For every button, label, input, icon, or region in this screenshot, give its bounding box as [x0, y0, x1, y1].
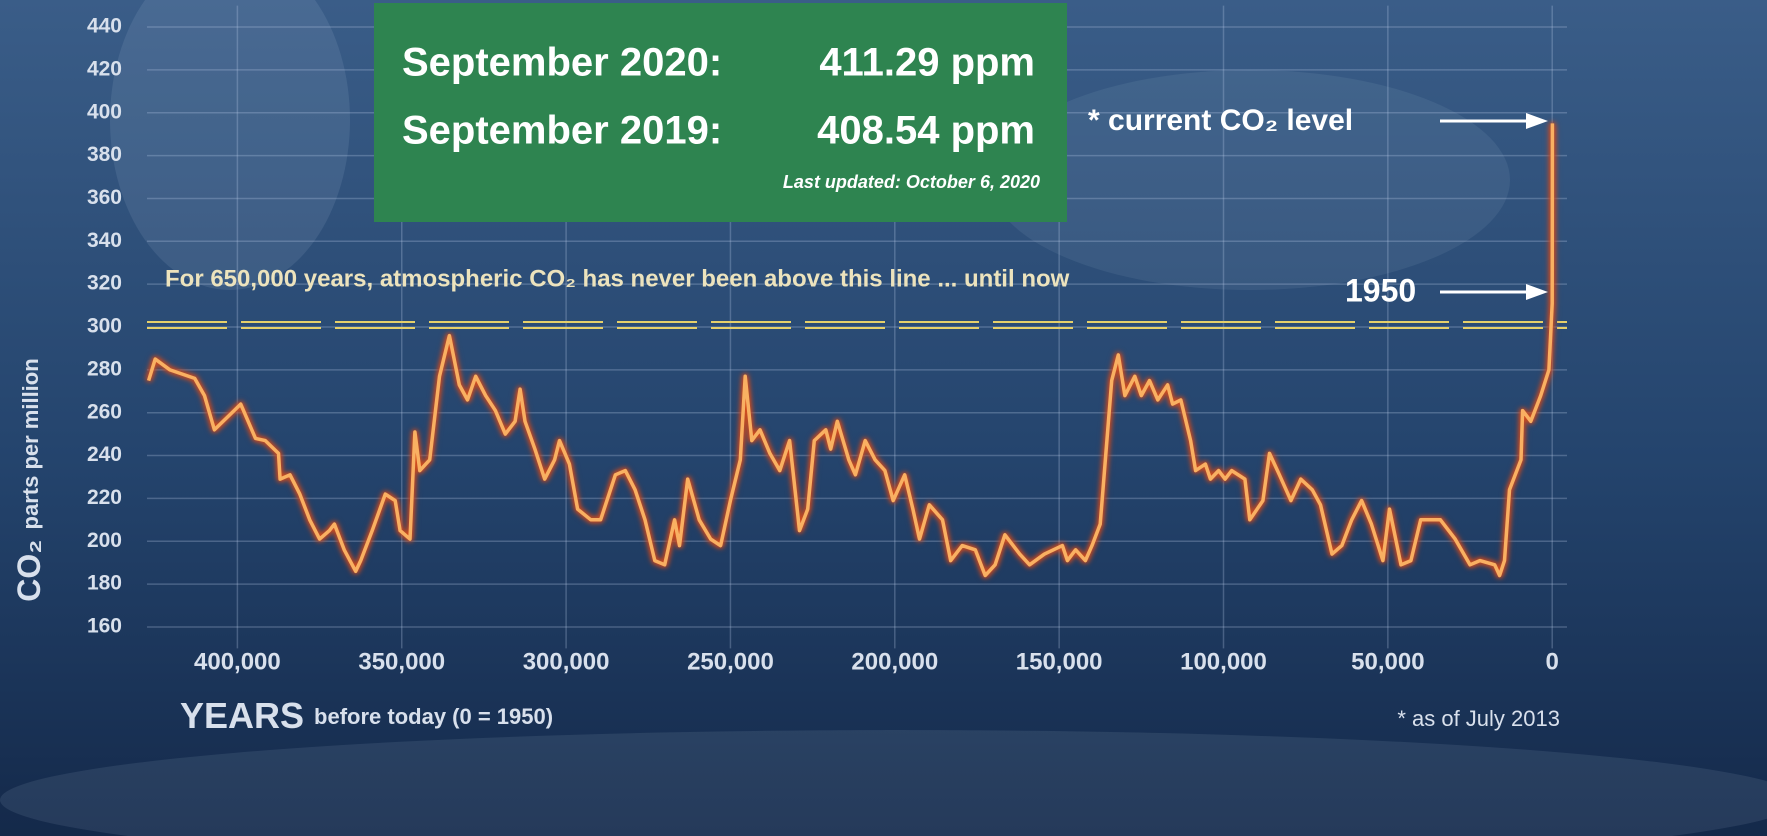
y-tick-label: 160 — [87, 615, 122, 638]
x-axis-label: YEARS before today (0 = 1950) — [180, 695, 553, 736]
arrowhead — [1526, 284, 1548, 300]
current-note: * current CO₂ level — [1088, 104, 1353, 137]
x-label-note: before today (0 = 1950) — [314, 704, 553, 729]
y-tick-label: 400 — [87, 100, 122, 123]
x-tick-label: 350,000 — [358, 648, 445, 675]
x-label: YEARS — [180, 695, 304, 736]
arrowhead — [1526, 113, 1548, 129]
callout-updated: Last updated: October 6, 2020 — [783, 172, 1040, 192]
y-label-unit: parts per million — [18, 358, 43, 529]
y-tick-label: 420 — [87, 57, 122, 80]
y-tick-label: 220 — [87, 486, 122, 509]
y-tick-label: 380 — [87, 143, 122, 166]
x-tick-label: 250,000 — [687, 648, 774, 675]
x-tick-label: 200,000 — [851, 648, 938, 675]
footnote: * as of July 2013 — [1397, 706, 1560, 731]
co2-line — [146, 123, 1555, 578]
backdrop-shape — [110, 0, 350, 290]
y-tick-label: 340 — [87, 229, 122, 252]
y-tick-label: 320 — [87, 272, 122, 295]
x-tick-label: 400,000 — [194, 648, 281, 675]
x-tick-label: 0 — [1546, 648, 1559, 675]
threshold-note: For 650,000 years, atmospheric CO₂ has n… — [165, 265, 1070, 292]
year-note: 1950 — [1345, 272, 1416, 308]
x-tick-label: 50,000 — [1351, 648, 1424, 675]
callout-label: September 2019: — [402, 109, 722, 153]
callout-label: September 2020: — [402, 41, 722, 85]
y-tick-label: 260 — [87, 400, 122, 423]
backdrop-shape — [0, 730, 1767, 836]
y-tick-label: 280 — [87, 357, 122, 380]
x-tick-label: 150,000 — [1016, 648, 1103, 675]
y-axis-label: CO₂ parts per million — [11, 358, 47, 601]
callout-box — [374, 3, 1067, 222]
y-tick-label: 440 — [87, 15, 122, 38]
y-tick-label: 300 — [87, 315, 122, 338]
y-label: CO₂ — [11, 539, 47, 601]
backdrop-shape — [990, 70, 1510, 290]
y-tick-label: 180 — [87, 572, 122, 595]
y-tick-label: 360 — [87, 186, 122, 209]
y-tick-label: 240 — [87, 443, 122, 466]
x-tick-label: 100,000 — [1180, 648, 1267, 675]
y-tick-label: 200 — [87, 529, 122, 552]
callout-value: 408.54 ppm — [817, 109, 1035, 153]
x-tick-label: 300,000 — [523, 648, 610, 675]
callout-value: 411.29 ppm — [819, 41, 1035, 85]
